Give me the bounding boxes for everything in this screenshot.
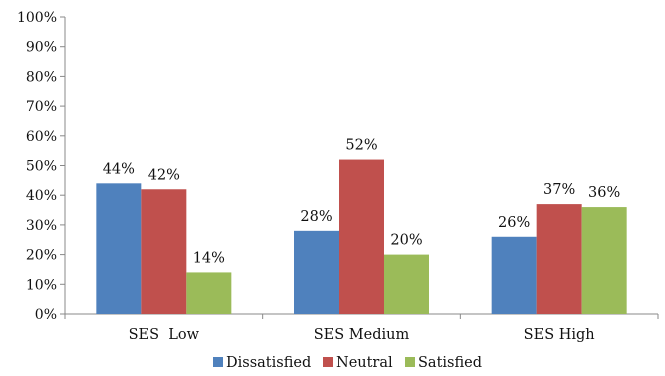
y-tick-label: 60% xyxy=(26,129,57,145)
y-tick-label: 20% xyxy=(26,248,57,264)
x-tick-label: SES High xyxy=(524,327,595,343)
data-label: 36% xyxy=(588,185,620,201)
data-label: 37% xyxy=(543,182,575,198)
data-label: 14% xyxy=(193,250,225,266)
bar-satisfied-1 xyxy=(186,272,232,314)
legend: Dissatisfied Neutral Satisfied xyxy=(213,355,482,371)
bar-neutral-2 xyxy=(339,159,384,314)
data-label: 42% xyxy=(148,167,180,183)
legend-swatch-neutral xyxy=(323,357,333,367)
data-label: 52% xyxy=(345,138,377,154)
legend-swatch-dissatisfied xyxy=(213,357,223,367)
legend-label-satisfied: Satisfied xyxy=(418,355,482,371)
data-label: 20% xyxy=(390,233,422,249)
legend-label-dissatisfied: Dissatisfied xyxy=(226,355,311,371)
y-tick-label: 30% xyxy=(26,218,57,234)
y-tick-label: 80% xyxy=(26,69,57,85)
x-tick-label: SES Medium xyxy=(314,327,410,343)
bar-dissatisfied-3 xyxy=(491,236,537,314)
y-tick-label: 100% xyxy=(17,10,57,26)
bar-dissatisfied-2 xyxy=(294,230,339,314)
y-tick-label: 70% xyxy=(26,99,57,115)
bar-satisfied-2 xyxy=(384,254,429,314)
x-axis: SES Low SES Medium SES High xyxy=(64,313,659,343)
y-tick-label: 90% xyxy=(26,40,57,56)
bars xyxy=(96,159,627,314)
bar-dissatisfied-1 xyxy=(96,183,142,314)
data-label: 28% xyxy=(300,209,332,225)
y-tick-label: 40% xyxy=(26,188,57,204)
y-tick-label: 10% xyxy=(26,277,57,293)
bar-satisfied-3 xyxy=(581,207,627,314)
x-tick-label: SES Low xyxy=(129,327,200,343)
bar-neutral-3 xyxy=(536,204,582,314)
data-labels: 44% 42% 14% 28% 52% 20% 26% 37% 36% xyxy=(103,138,621,267)
y-axis: 0% 10% 20% 30% 40% 50% 60% 70% 80% 90% 100% xyxy=(17,10,66,323)
data-label: 44% xyxy=(103,161,135,177)
bar-neutral-1 xyxy=(141,189,187,314)
y-tick-label: 0% xyxy=(35,307,57,323)
data-label: 26% xyxy=(498,215,530,231)
y-tick-label: 50% xyxy=(26,159,57,175)
legend-swatch-satisfied xyxy=(405,357,415,367)
legend-label-neutral: Neutral xyxy=(336,355,393,371)
